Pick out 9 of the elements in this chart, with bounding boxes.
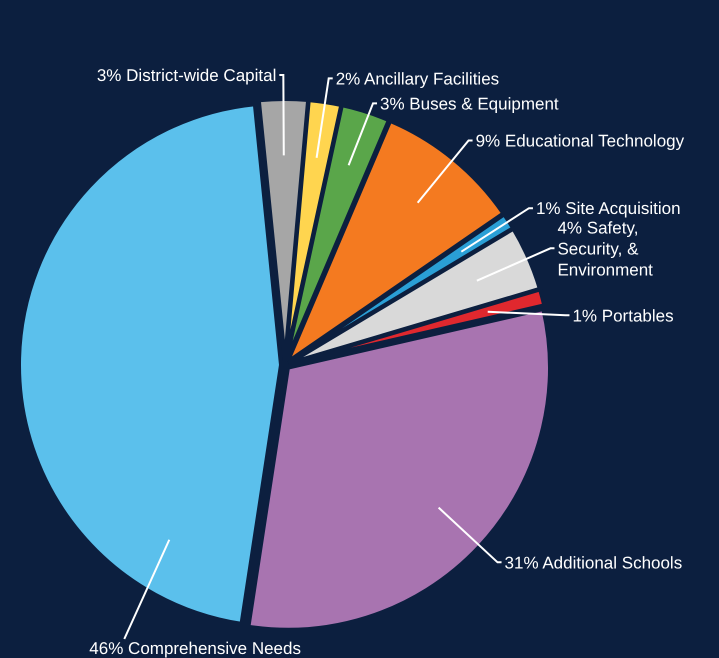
- slice-label: 4% Safety, Security, & Environment: [557, 218, 654, 280]
- slice-label: 3% Buses & Equipment: [380, 94, 559, 114]
- slice-label: 46% Comprehensive Needs: [89, 639, 301, 658]
- slice-label: 3% District-wide Capital: [96, 66, 276, 86]
- slice-label: 1% Site Acquisition: [536, 199, 681, 218]
- slice-label: 2% Ancillary Facilities: [336, 69, 500, 88]
- slice-label: 1% Portables: [572, 306, 674, 326]
- slice-label: 31% Additional Schools: [504, 553, 682, 572]
- slice-label: 9% Educational Technology: [476, 131, 685, 150]
